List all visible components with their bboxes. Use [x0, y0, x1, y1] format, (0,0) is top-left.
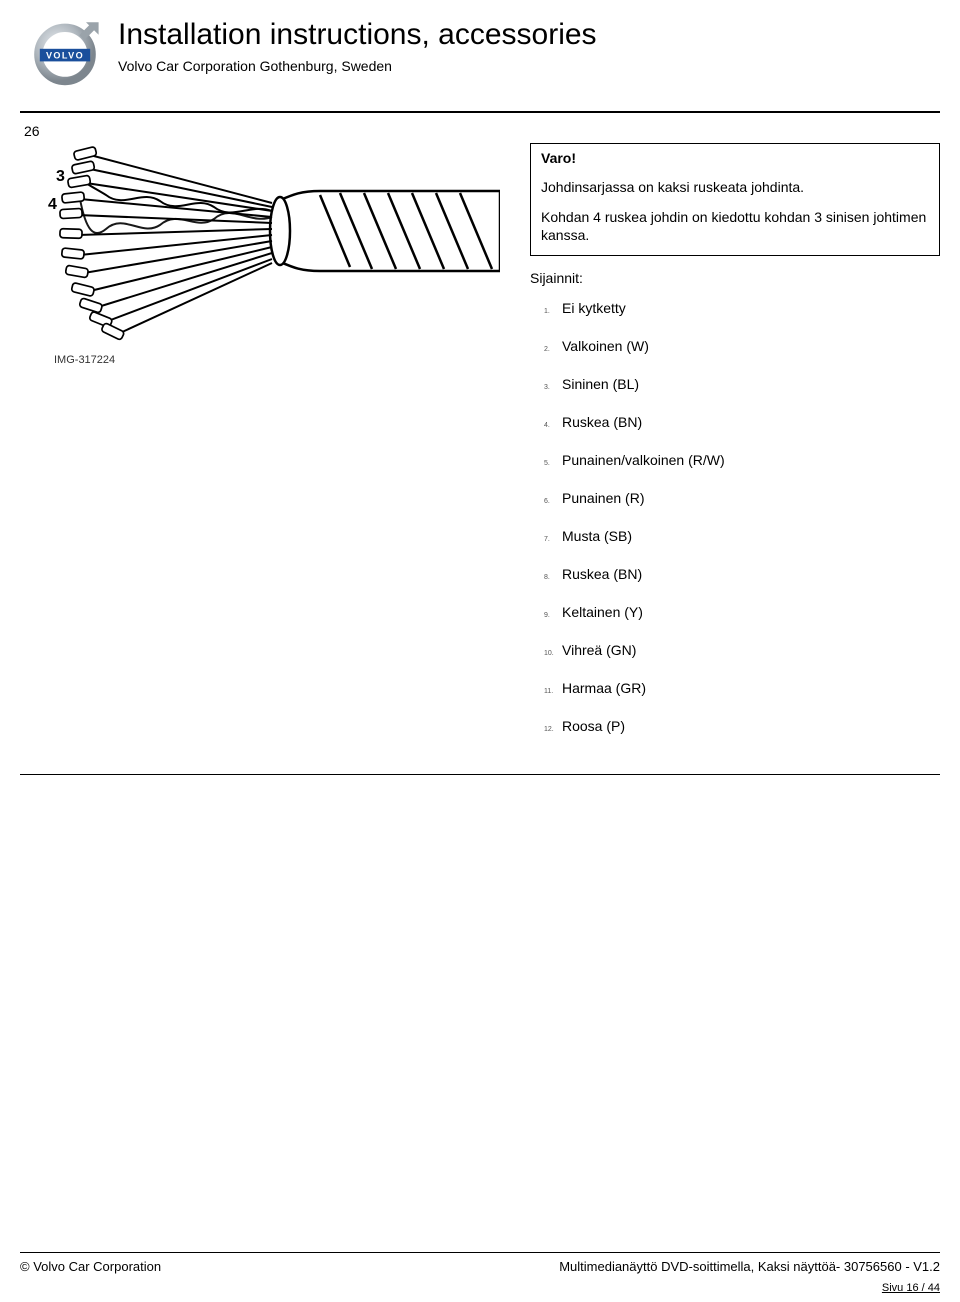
image-caption: IMG-317224 — [20, 348, 520, 366]
warning-box: Varo! Johdinsarjassa on kaksi ruskeata j… — [530, 143, 940, 256]
list-item-number: 4. — [544, 422, 562, 429]
list-item-number: 3. — [544, 384, 562, 391]
list-item-text: Harmaa (GR) — [562, 680, 646, 696]
list-item-number: 7. — [544, 536, 562, 543]
list-item: 12.Roosa (P) — [544, 718, 940, 734]
content-body: 3 4 IMG-317224 Varo! Johdinsarjassa on k… — [0, 143, 960, 756]
document-title: Installation instructions, accessories — [118, 18, 597, 52]
list-item-text: Sininen (BL) — [562, 376, 639, 392]
page-header: VOLVO Installation instructions, accesso… — [0, 0, 960, 105]
list-item-text: Punainen (R) — [562, 490, 645, 506]
page-number: Sivu 16 / 44 — [20, 1282, 940, 1294]
list-item-text: Vihreä (GN) — [562, 642, 636, 658]
list-item-number: 2. — [544, 346, 562, 353]
page-footer: © Volvo Car Corporation Multimedianäyttö… — [0, 1252, 960, 1302]
list-item: 4.Ruskea (BN) — [544, 414, 940, 430]
right-column: Varo! Johdinsarjassa on kaksi ruskeata j… — [520, 143, 940, 756]
list-item: 1.Ei kytketty — [544, 300, 940, 316]
volvo-logo-icon: VOLVO — [30, 18, 100, 93]
list-item: 5.Punainen/valkoinen (R/W) — [544, 452, 940, 468]
locations-list: 1.Ei kytketty 2.Valkoinen (W) 3.Sininen … — [530, 300, 940, 734]
wire-harness-illustration: 3 4 — [20, 143, 520, 348]
brand-logo: VOLVO — [20, 18, 110, 93]
locations-label: Sijainnit: — [530, 270, 940, 286]
header-text-block: Installation instructions, accessories V… — [110, 18, 597, 74]
list-item-text: Roosa (P) — [562, 718, 625, 734]
list-item-text: Ei kytketty — [562, 300, 626, 316]
list-item: 11.Harmaa (GR) — [544, 680, 940, 696]
list-item-text: Ruskea (BN) — [562, 566, 642, 582]
footer-row: © Volvo Car Corporation Multimedianäyttö… — [20, 1259, 940, 1274]
list-item-text: Ruskea (BN) — [562, 414, 642, 430]
list-item-number: 6. — [544, 498, 562, 505]
list-item: 10.Vihreä (GN) — [544, 642, 940, 658]
list-item-text: Musta (SB) — [562, 528, 632, 544]
list-item-number: 8. — [544, 574, 562, 581]
list-item-text: Keltainen (Y) — [562, 604, 643, 620]
footer-copyright: © Volvo Car Corporation — [20, 1259, 161, 1274]
list-item-number: 12. — [544, 726, 562, 733]
warning-paragraph-2: Kohdan 4 ruskea johdin on kiedottu kohda… — [541, 208, 929, 244]
list-item-number: 9. — [544, 612, 562, 619]
logo-text: VOLVO — [46, 51, 84, 61]
list-item: 7.Musta (SB) — [544, 528, 940, 544]
footer-doc-info: Multimedianäyttö DVD-soittimella, Kaksi … — [559, 1259, 940, 1274]
content-end-divider — [20, 774, 940, 775]
list-item: 9.Keltainen (Y) — [544, 604, 940, 620]
list-item-number: 1. — [544, 308, 562, 315]
document-subtitle: Volvo Car Corporation Gothenburg, Sweden — [118, 58, 597, 74]
list-item: 6.Punainen (R) — [544, 490, 940, 506]
list-item: 3.Sininen (BL) — [544, 376, 940, 392]
warning-paragraph-1: Johdinsarjassa on kaksi ruskeata johdint… — [541, 178, 929, 196]
step-number: 26 — [0, 113, 960, 143]
left-column: 3 4 IMG-317224 — [20, 143, 520, 756]
list-item: 8.Ruskea (BN) — [544, 566, 940, 582]
list-item: 2.Valkoinen (W) — [544, 338, 940, 354]
footer-divider — [20, 1252, 940, 1253]
callout-4: 4 — [48, 196, 57, 213]
warning-title: Varo! — [541, 150, 929, 166]
list-item-number: 11. — [544, 688, 562, 695]
list-item-number: 10. — [544, 650, 562, 657]
callout-3: 3 — [56, 168, 65, 185]
list-item-text: Punainen/valkoinen (R/W) — [562, 452, 725, 468]
page: VOLVO Installation instructions, accesso… — [0, 0, 960, 1302]
list-item-number: 5. — [544, 460, 562, 467]
list-item-text: Valkoinen (W) — [562, 338, 649, 354]
